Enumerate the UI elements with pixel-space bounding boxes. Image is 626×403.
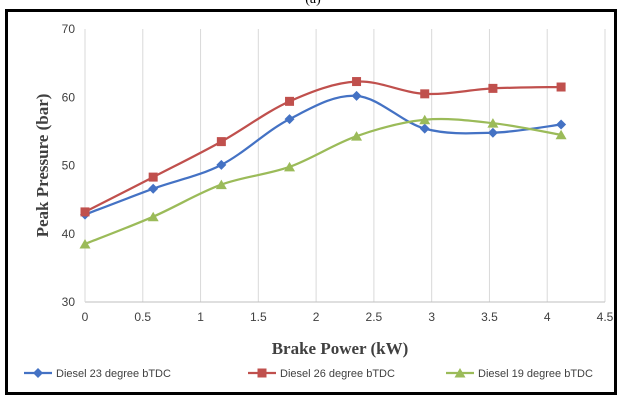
data-point <box>216 159 227 170</box>
series-line-1 <box>84 94 562 216</box>
figure-panel-label: (a) <box>0 0 626 9</box>
x-tick-label: 4 <box>544 310 551 324</box>
x-tick-label: 3 <box>428 310 435 324</box>
data-point <box>420 89 430 99</box>
x-tick-label: 3.5 <box>481 310 498 324</box>
legend-label: Diesel 26 degree bTDC <box>280 368 395 380</box>
x-tick-label: 2.5 <box>366 310 383 324</box>
legend-label: Diesel 23 degree bTDC <box>56 368 171 380</box>
data-point <box>488 83 498 93</box>
series-line-2 <box>84 80 562 213</box>
x-tick-label: 1 <box>197 310 204 324</box>
data-point <box>555 129 567 140</box>
legend-marker <box>33 368 43 378</box>
data-point <box>352 77 362 87</box>
y-tick-label: 70 <box>62 22 76 36</box>
y-axis-title: Peak Pressure (bar) <box>33 94 52 238</box>
y-tick-label: 60 <box>62 90 76 104</box>
data-point <box>556 119 567 130</box>
data-point <box>284 114 295 125</box>
data-point <box>487 118 499 128</box>
x-tick-label: 0.5 <box>134 310 151 324</box>
data-point <box>80 207 90 217</box>
x-tick-label: 0 <box>82 310 89 324</box>
data-point <box>215 179 227 190</box>
y-tick-label: 50 <box>62 159 76 173</box>
data-point <box>148 172 158 182</box>
data-point <box>351 90 362 101</box>
y-tick-label: 30 <box>62 295 76 309</box>
y-tick-label: 40 <box>62 227 76 241</box>
data-point <box>148 183 159 194</box>
data-point <box>285 96 295 106</box>
data-point <box>419 123 430 134</box>
series-line-3 <box>84 117 562 246</box>
data-point <box>556 82 566 92</box>
data-point <box>487 127 498 138</box>
data-point <box>419 114 431 125</box>
legend-marker <box>454 368 466 378</box>
x-tick-label: 1.5 <box>250 310 267 324</box>
data-point <box>147 211 159 222</box>
legend-marker <box>257 368 267 378</box>
data-point <box>216 137 226 147</box>
x-axis-title: Brake Power (kW) <box>272 339 409 358</box>
data-point <box>351 131 363 141</box>
chart-frame <box>5 9 617 395</box>
data-point <box>284 161 296 172</box>
x-tick-label: 2 <box>313 310 320 324</box>
data-point <box>79 238 91 249</box>
x-tick-label: 4.5 <box>597 310 614 324</box>
legend-label: Diesel 19 degree bTDC <box>478 368 593 380</box>
